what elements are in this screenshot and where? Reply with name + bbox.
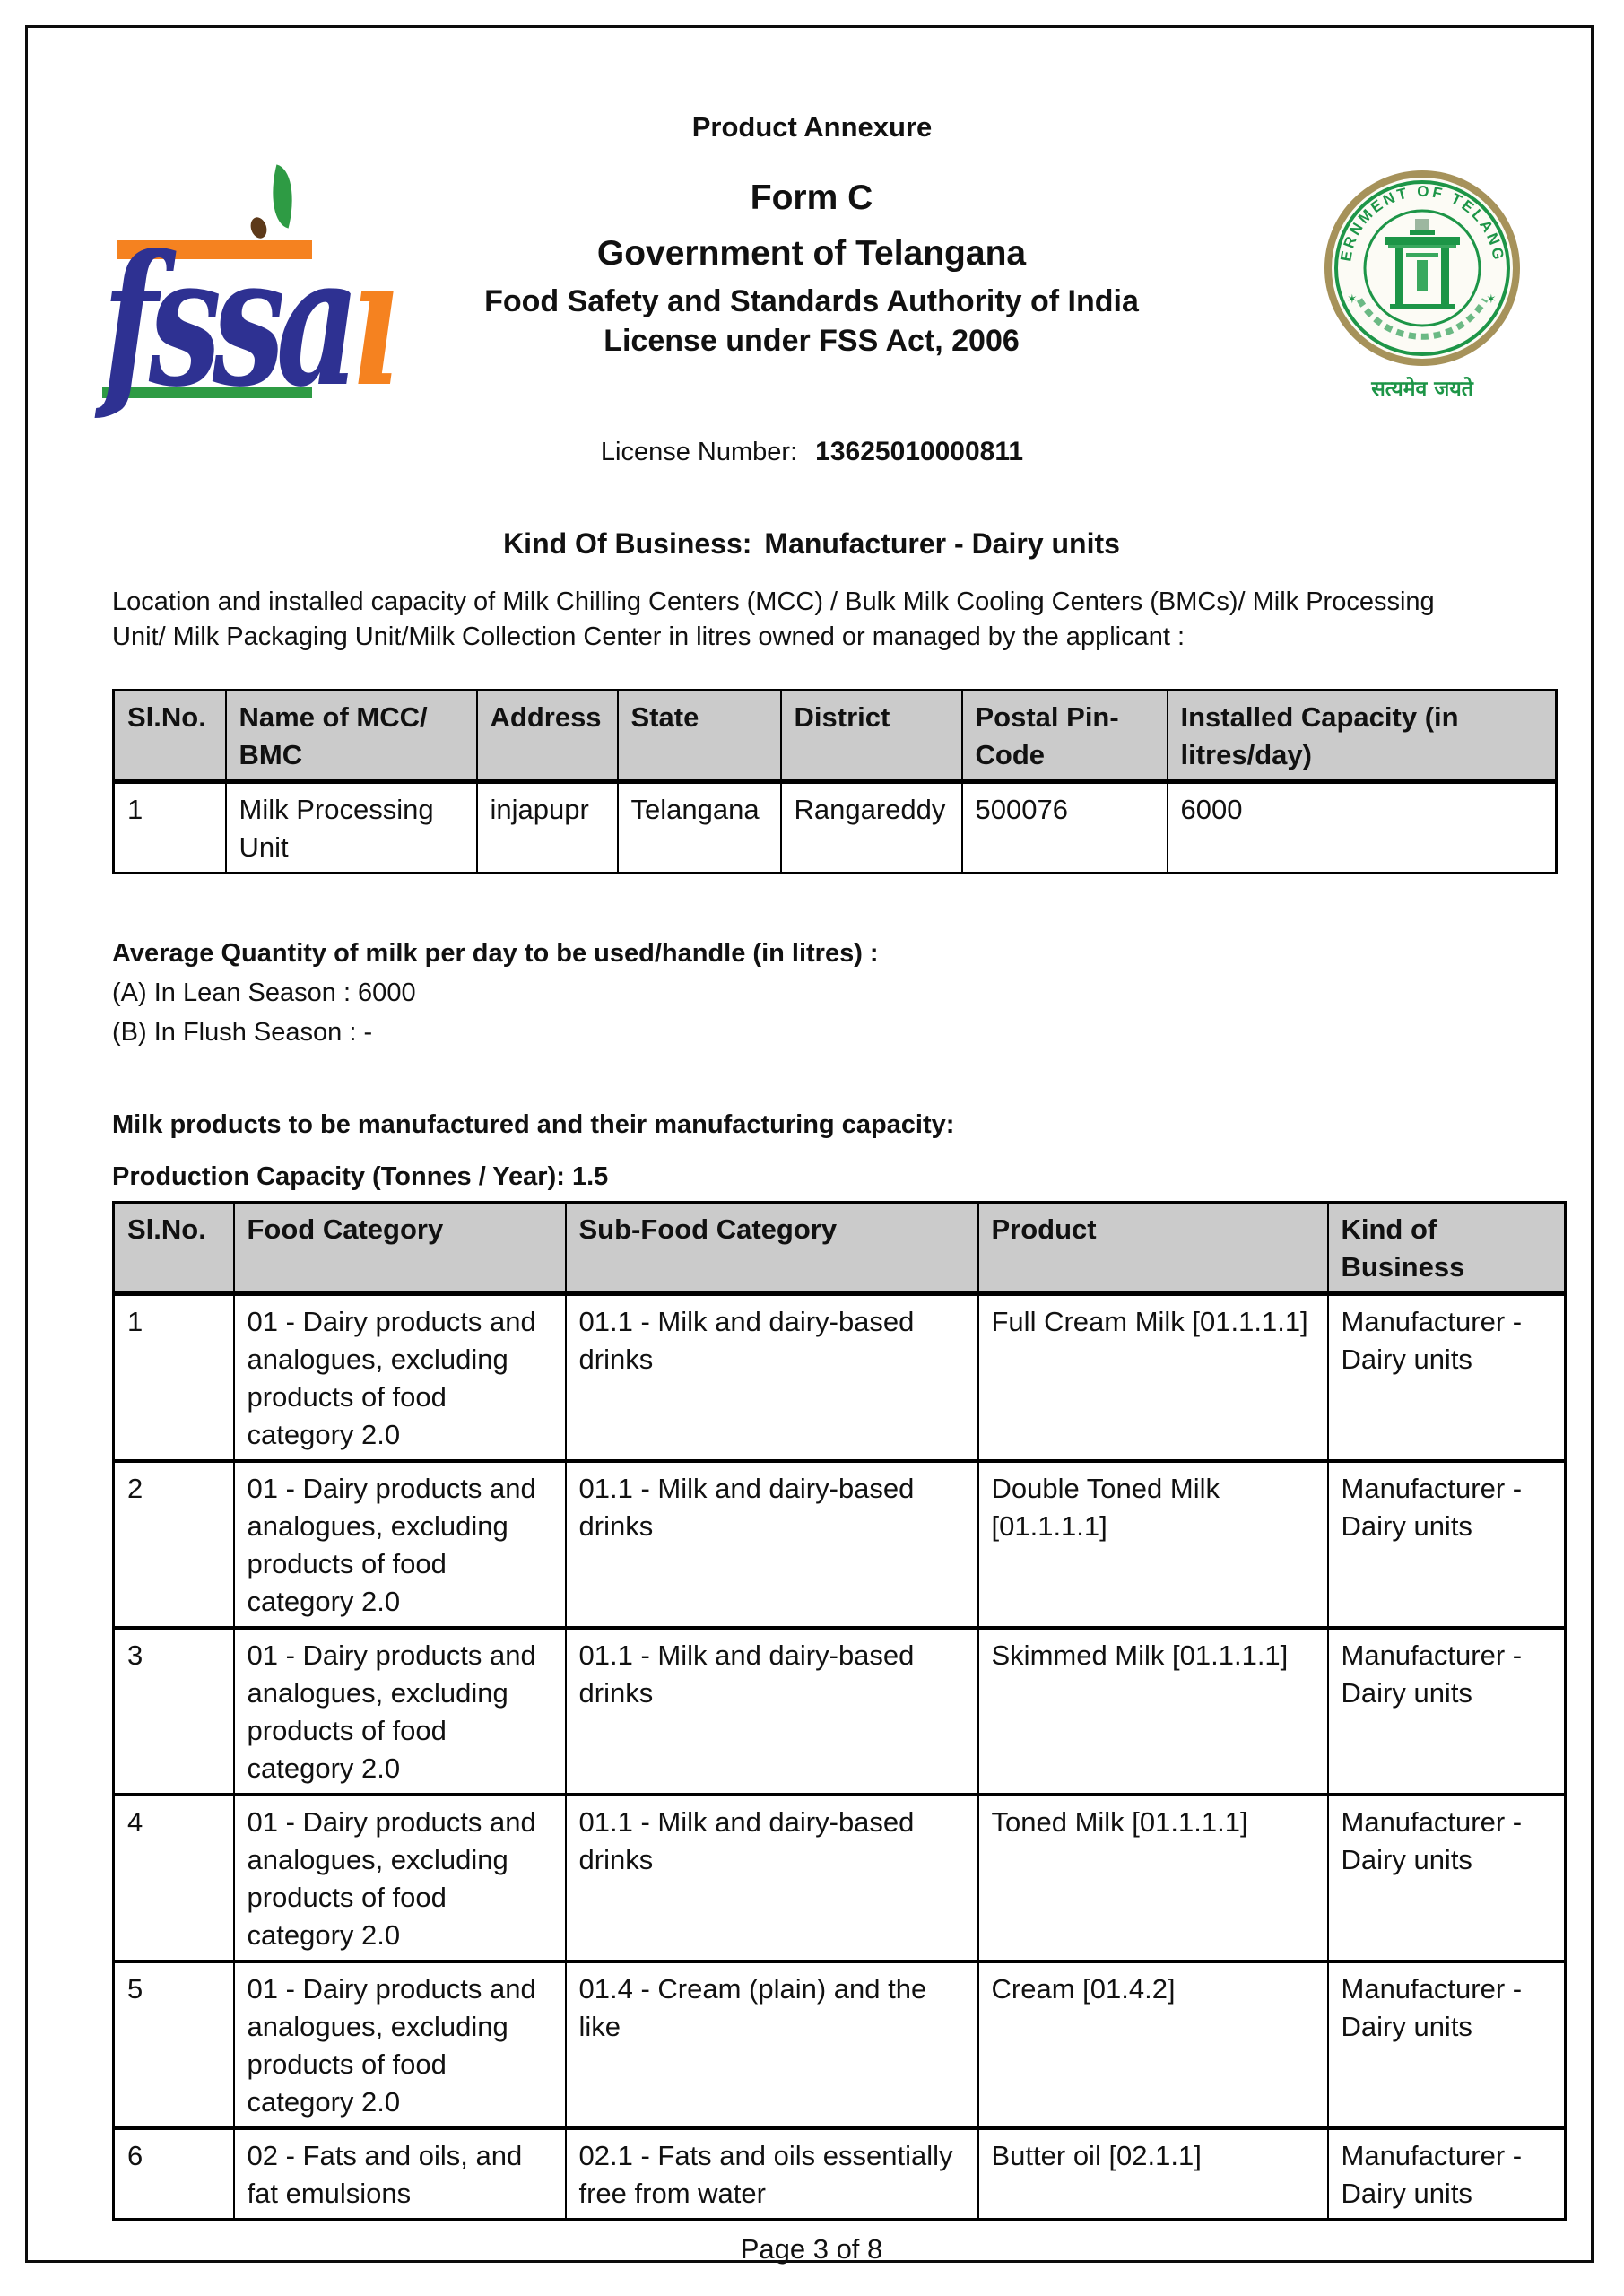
table-cell: 02 - Fats and oils, and fat emulsions: [232, 2126, 567, 2221]
table-cell: 01 - Dairy products and analogues, exclu…: [232, 1292, 567, 1462]
table-cell: 2: [112, 1459, 235, 1629]
table-cell: Full Cream Milk [01.1.1.1]: [977, 1292, 1329, 1462]
fssai-orange-bar: [117, 240, 312, 259]
table-cell: 01.4 - Cream (plain) and the like: [564, 1960, 979, 2129]
table-cell: 01.1 - Milk and dairy-based drinks: [564, 1793, 979, 1962]
table-cell: Cream [01.4.2]: [977, 1960, 1329, 2129]
table-cell: 500076: [960, 779, 1168, 874]
table-cell: 02.1 - Fats and oils essentially free fr…: [564, 2126, 979, 2221]
table-cell: Manufacturer - Dairy units: [1326, 1793, 1567, 1962]
table-cell: Rangareddy: [779, 779, 963, 874]
kind-of-business-line: Kind Of Business: Manufacturer - Dairy un…: [112, 527, 1511, 561]
table-cell: 4: [112, 1793, 235, 1962]
table-row: 1 Milk Processing Unit injapupr Telangana Ra…: [112, 779, 1558, 874]
table-cell: 6: [112, 2126, 235, 2221]
table-row: 6 02 - Fats and oils, and fat emulsions 02…: [112, 2126, 1567, 2221]
column-header: Installed Capacity (in litres/day): [1166, 689, 1558, 784]
mcc-table: Sl.No. Name of MCC/ BMC Address State Distri…: [112, 689, 1558, 874]
table-cell: 6000: [1166, 779, 1558, 874]
mcc-table-header-row: Sl.No. Name of MCC/ BMC Address State Distri…: [112, 689, 1558, 784]
table-cell: Manufacturer - Dairy units: [1326, 1459, 1567, 1629]
column-header: State: [616, 689, 782, 784]
table-cell: Manufacturer - Dairy units: [1326, 1626, 1567, 1796]
telangana-seal: GOVERNMENT OF TELANGANA ✶ ✶ सत्यमेव जयते: [1316, 167, 1528, 402]
flush-season-line: (B) In Flush Season : -: [112, 1018, 373, 1047]
table-cell: 01 - Dairy products and analogues, exclu…: [232, 1626, 567, 1796]
table-cell: 01 - Dairy products and analogues, exclu…: [232, 1793, 567, 1962]
table-cell: Manufacturer - Dairy units: [1326, 2126, 1567, 2221]
table-cell: 01 - Dairy products and analogues, exclu…: [232, 1960, 567, 2129]
seal-script-arc: [1356, 298, 1489, 340]
page-footer: Page 3 of 8: [740, 2233, 883, 2265]
column-header: Food Category: [232, 1201, 567, 1296]
license-number-value: 13625010000811: [815, 437, 1024, 466]
document-body: Kind Of Business: Manufacturer - Dairy un…: [112, 520, 1567, 2266]
table-cell: 1: [112, 1292, 235, 1462]
table-row: 2 01 - Dairy products and analogues, excl…: [112, 1459, 1567, 1629]
lean-season-line: (A) In Lean Season : 6000: [112, 978, 416, 1007]
table-cell: 01.1 - Milk and dairy-based drinks: [564, 1459, 979, 1629]
title-block: Form C Government of Telangana Food Safe…: [359, 178, 1264, 361]
table-cell: 01.1 - Milk and dairy-based drinks: [564, 1292, 979, 1462]
act-line: License under FSS Act, 2006: [604, 324, 1020, 358]
annexure-title: Product Annexure: [691, 111, 933, 143]
table-cell: 5: [112, 1960, 235, 2129]
column-header: Sub-Food Category: [564, 1201, 979, 1296]
license-number-label: License Number:: [600, 438, 798, 466]
form-title: Form C: [750, 178, 873, 217]
fssai-letter-i: ı: [351, 216, 400, 427]
production-capacity-line: Production Capacity (Tonnes / Year): 1.5: [112, 1162, 609, 1191]
table-cell: Skimmed Milk [01.1.1.1]: [977, 1626, 1329, 1796]
milk-products-heading: Milk products to be manufactured and the…: [112, 1110, 955, 1139]
kind-of-business-value: Manufacturer - Dairy units: [764, 527, 1120, 560]
table-cell: Manufacturer - Dairy units: [1326, 1960, 1567, 2129]
fssai-letters: fssa: [102, 216, 360, 427]
license-number-line: License Number: 13625010000811: [0, 437, 1624, 467]
table-cell: Telangana: [616, 779, 782, 874]
table-cell: 1: [112, 779, 227, 874]
fssai-wordmark: fssaı: [102, 187, 400, 457]
table-row: 3 01 - Dairy products and analogues, excl…: [112, 1626, 1567, 1796]
table-row: 1 01 - Dairy products and analogues, excl…: [112, 1292, 1567, 1462]
location-paragraph: Location and installed capacity of Milk …: [112, 587, 1435, 651]
telangana-seal-emblem: GOVERNMENT OF TELANGANA ✶ ✶: [1316, 167, 1520, 366]
column-header: Address: [475, 689, 619, 784]
column-header: Sl.No.: [112, 1201, 235, 1296]
authority-title: Food Safety and Standards Authority of I…: [484, 284, 1139, 318]
column-header: District: [779, 689, 963, 784]
table-cell: 01.1 - Milk and dairy-based drinks: [564, 1626, 979, 1796]
table-cell: Manufacturer - Dairy units: [1326, 1292, 1567, 1462]
seal-star-right: ✶: [1486, 291, 1497, 306]
table-cell: injapupr: [475, 779, 619, 874]
government-title: Government of Telangana: [596, 234, 1027, 273]
table-cell: Milk Processing Unit: [224, 779, 478, 874]
average-quantity-heading: Average Quantity of milk per day to be u…: [112, 939, 879, 968]
column-header: Product: [977, 1201, 1329, 1296]
seal-arch: [1385, 219, 1460, 309]
column-header: Sl.No.: [112, 689, 227, 784]
fssai-logo: fssaı: [99, 164, 400, 427]
seal-star-left: ✶: [1347, 291, 1358, 306]
products-table: Sl.No. Food Category Sub-Food Category Prod…: [112, 1201, 1567, 2221]
table-cell: Toned Milk [01.1.1.1]: [977, 1793, 1329, 1962]
table-cell: Double Toned Milk [01.1.1.1]: [977, 1459, 1329, 1629]
column-header: Kind of Business: [1326, 1201, 1567, 1296]
kind-of-business-label: Kind Of Business:: [503, 527, 752, 560]
table-cell: 3: [112, 1626, 235, 1796]
products-table-header-row: Sl.No. Food Category Sub-Food Category Prod…: [112, 1201, 1567, 1296]
fssai-green-bar: [102, 387, 312, 398]
table-cell: 01 - Dairy products and analogues, exclu…: [232, 1459, 567, 1629]
table-row: 5 01 - Dairy products and analogues, excl…: [112, 1960, 1567, 2129]
table-cell: Butter oil [02.1.1]: [977, 2126, 1329, 2221]
average-quantity-block: Average Quantity of milk per day to be u…: [112, 934, 1555, 1052]
table-row: 4 01 - Dairy products and analogues, excl…: [112, 1793, 1567, 1962]
seal-motto: सत्यमेव जयते: [1371, 378, 1473, 401]
column-header: Postal Pin-Code: [960, 689, 1168, 784]
column-header: Name of MCC/ BMC: [224, 689, 478, 784]
